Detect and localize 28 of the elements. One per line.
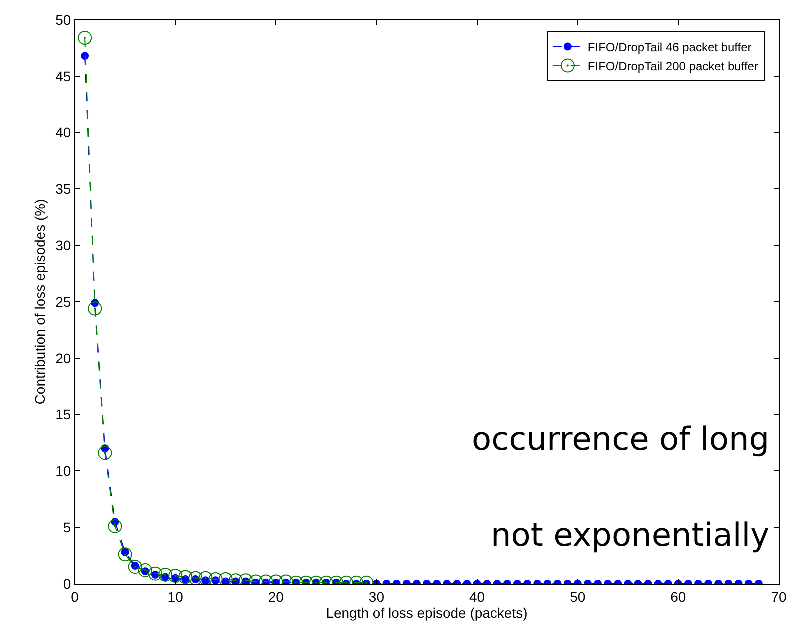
- point: [218, 572, 233, 584]
- x-tick-label: 10: [168, 588, 184, 605]
- annotation: not exponentially: [491, 516, 770, 554]
- legend-label: FIFO/DropTail 200 packet buffer: [588, 59, 758, 74]
- x-axis-title: Length of loss episode (packets): [326, 605, 528, 622]
- point: [208, 572, 223, 584]
- x-tick-label: 40: [470, 588, 486, 605]
- point: [78, 31, 92, 46]
- y-tick-label: 5: [63, 520, 72, 536]
- y-tick-label: 10: [56, 463, 72, 480]
- x-tick-label: 70: [771, 588, 787, 605]
- y-tick-label: 15: [56, 406, 72, 423]
- y-tick-label: 40: [56, 124, 72, 141]
- annotation: occurrence of long: [472, 420, 770, 458]
- y-tick-label: 25: [56, 294, 72, 310]
- y-tick-label: 45: [56, 68, 72, 84]
- y-tick-label: 20: [56, 350, 72, 366]
- y-tick-label: 0: [63, 576, 72, 592]
- y-tick-label: 35: [56, 181, 72, 198]
- legend-label: FIFO/DropTail 46 packet buffer: [588, 40, 752, 54]
- x-tick-label: 60: [670, 588, 686, 605]
- point: [88, 302, 102, 316]
- x-tick-label: 50: [570, 588, 586, 605]
- x-tick-label: 20: [268, 588, 284, 605]
- y-tick-label: 50: [56, 12, 72, 28]
- y-tick-label: 30: [56, 238, 72, 254]
- y-axis-title: Contribution of loss episodes (%): [32, 199, 48, 405]
- x-tick-label: 30: [368, 588, 385, 605]
